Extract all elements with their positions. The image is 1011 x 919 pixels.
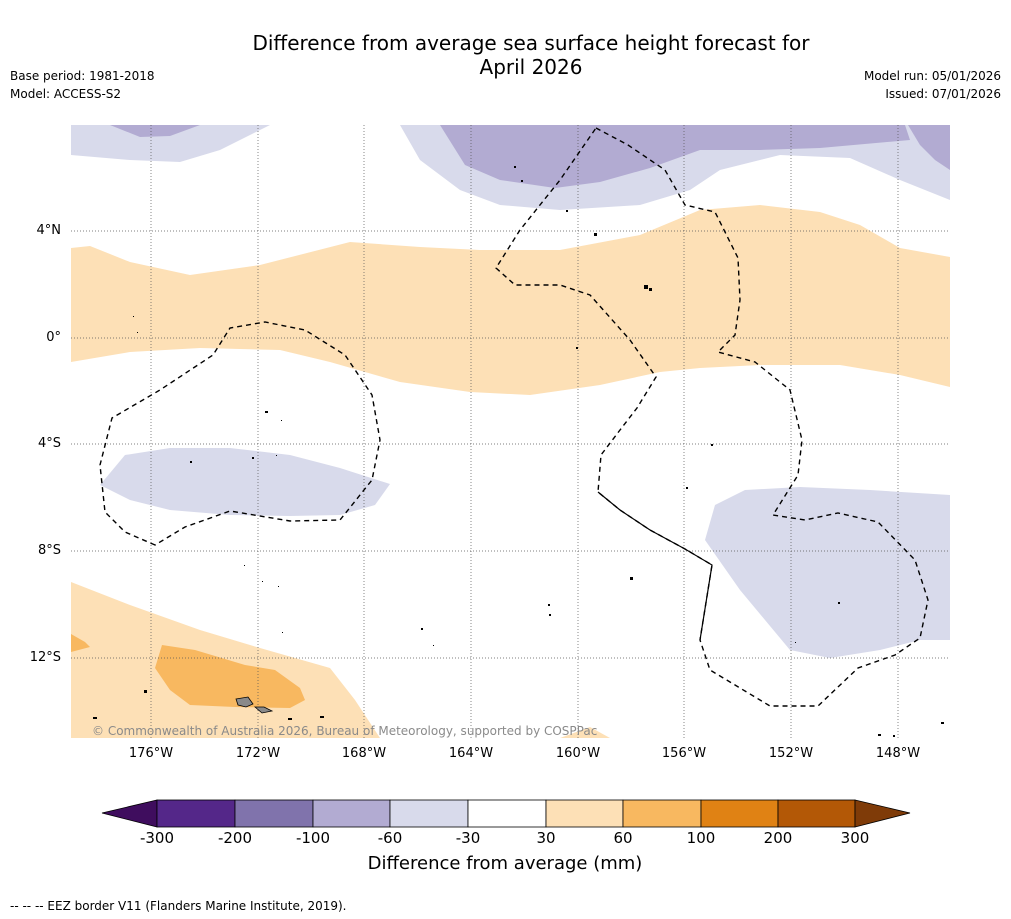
eez-border-central bbox=[495, 127, 929, 707]
island-gray-2 bbox=[253, 706, 274, 714]
base-period: Base period: 1981-2018 bbox=[10, 69, 155, 83]
metadata-left: Base period: 1981-2018 Model: ACCESS-S2 bbox=[10, 67, 155, 103]
issued-date: Issued: 07/01/2026 bbox=[885, 87, 1001, 101]
colorbar-bin-neg-200 bbox=[156, 799, 236, 828]
colorbar-bin-pos-30 bbox=[545, 799, 624, 828]
colorbar-title: Difference from average (mm) bbox=[367, 853, 643, 874]
colorbar-label: -60 bbox=[377, 829, 403, 847]
anomaly-region-pos-mid-southwest bbox=[155, 645, 305, 708]
lon-label-152w: 152°W bbox=[768, 746, 814, 761]
map-area bbox=[71, 125, 950, 738]
island-gray-1 bbox=[235, 696, 254, 708]
lat-label-8s: 8°S bbox=[37, 543, 61, 558]
anomaly-region-neg-low-north-west bbox=[71, 125, 270, 162]
anomaly-region-pos-low-equator bbox=[71, 205, 950, 395]
colorbar-label: 100 bbox=[686, 829, 716, 847]
colorbar-bin-pos-200 bbox=[777, 799, 856, 828]
lat-label-12s: 12°S bbox=[29, 650, 61, 665]
lon-label-148w: 148°W bbox=[875, 746, 921, 761]
colorbar bbox=[101, 799, 911, 828]
metadata-right: Model run: 05/01/2026 Issued: 07/01/2026 bbox=[864, 67, 1001, 103]
colorbar-label: 300 bbox=[840, 829, 870, 847]
title-line-2: April 2026 bbox=[479, 55, 583, 79]
colorbar-label: -100 bbox=[295, 829, 331, 847]
anomaly-region-neg-mid-north bbox=[440, 125, 910, 188]
lat-label-4n: 4°N bbox=[36, 223, 62, 238]
lon-label-164w: 164°W bbox=[448, 746, 494, 761]
colorbar-bin-neutral bbox=[467, 799, 547, 828]
colorbar-bin-neg-60 bbox=[312, 799, 391, 828]
lon-label-176w: 176°W bbox=[128, 746, 174, 761]
colorbar-label: 30 bbox=[536, 829, 556, 847]
eez-legend-note: -- -- -- EEZ border V11 (Flanders Marine… bbox=[10, 899, 347, 913]
colorbar-bin-pos-60 bbox=[622, 799, 702, 828]
colorbar-label: -30 bbox=[455, 829, 481, 847]
boundary-solid bbox=[597, 491, 713, 641]
map-title: Difference from average sea surface heig… bbox=[200, 31, 862, 79]
model-run: Model run: 05/01/2026 bbox=[863, 69, 1001, 83]
eez-border-west bbox=[99, 321, 381, 546]
islands bbox=[93, 166, 944, 737]
lon-label-156w: 156°W bbox=[661, 746, 707, 761]
colorbar-label: -200 bbox=[217, 829, 253, 847]
anomaly-region-pos-low-south-small bbox=[560, 727, 610, 738]
colorbar-bin-neg-100 bbox=[234, 799, 314, 828]
colorbar-extend-high bbox=[854, 799, 911, 828]
lat-label-4s: 4°S bbox=[37, 436, 61, 451]
colorbar-bin-pos-100 bbox=[700, 799, 779, 828]
gridlines bbox=[71, 125, 950, 738]
title-line-1: Difference from average sea surface heig… bbox=[252, 31, 810, 55]
colorbar-bin-neg-30 bbox=[389, 799, 469, 828]
anomaly-region-neg-low-south-east bbox=[705, 487, 950, 658]
colorbar-label: -300 bbox=[139, 829, 175, 847]
colorbar-label: 60 bbox=[613, 829, 633, 847]
colorbar-extend-low bbox=[101, 799, 158, 828]
lon-label-168w: 168°W bbox=[341, 746, 387, 761]
lon-label-172w: 172°W bbox=[235, 746, 281, 761]
anomaly-region-pos-mid-west-edge bbox=[71, 634, 90, 652]
anomaly-region-neg-mid-northeast bbox=[908, 125, 950, 170]
model-name: Model: ACCESS-S2 bbox=[10, 87, 122, 101]
lat-label-0: 0° bbox=[46, 330, 61, 345]
lon-label-160w: 160°W bbox=[555, 746, 601, 761]
colorbar-label: 200 bbox=[763, 829, 793, 847]
anomaly-region-neg-mid-north-west bbox=[110, 125, 200, 137]
anomaly-region-neg-low-south-west bbox=[100, 448, 390, 516]
copyright-notice: © Commonwealth of Australia 2026, Bureau… bbox=[92, 724, 598, 738]
